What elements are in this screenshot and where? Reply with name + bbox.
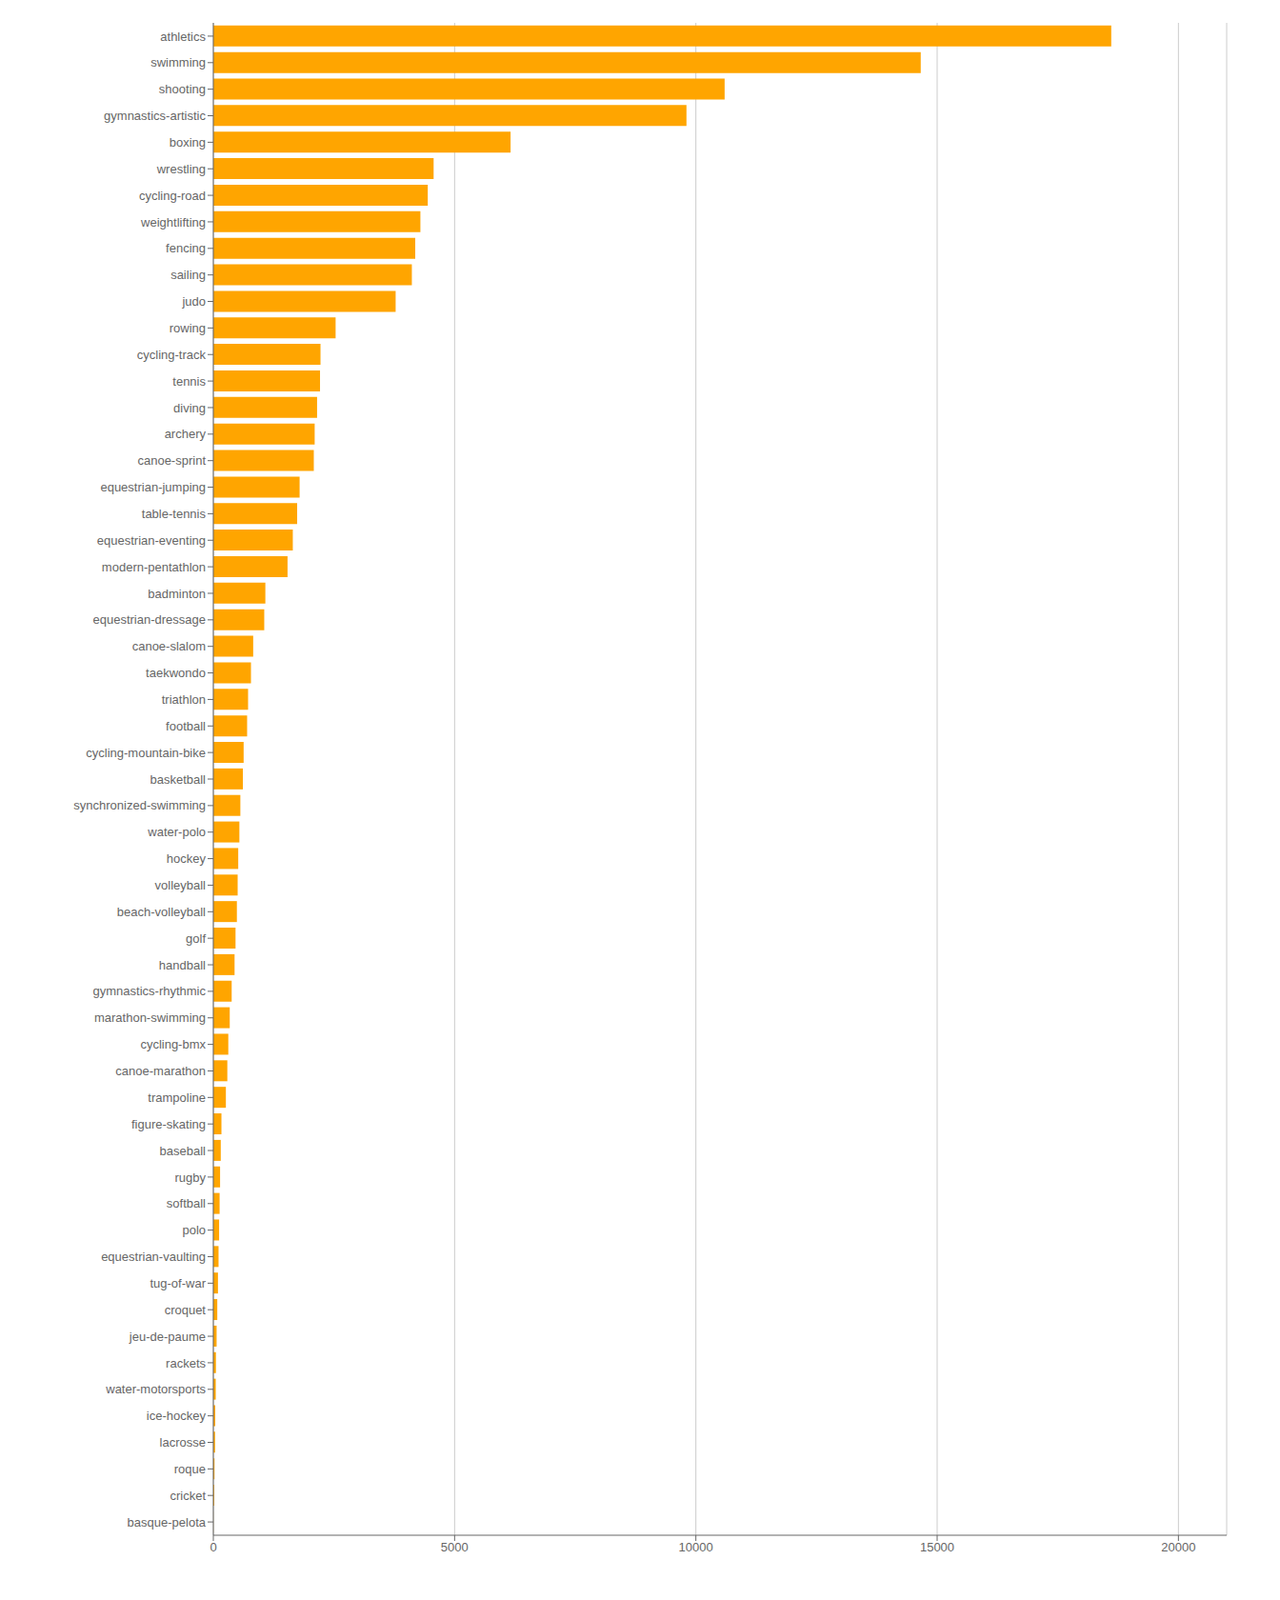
svg-text:tennis: tennis <box>172 374 206 389</box>
svg-text:15000: 15000 <box>920 1540 955 1555</box>
svg-text:boxing: boxing <box>169 135 206 150</box>
svg-text:basketball: basketball <box>149 772 206 787</box>
svg-text:equestrian-jumping: equestrian-jumping <box>100 480 206 495</box>
svg-text:cycling-track: cycling-track <box>137 347 207 362</box>
svg-text:volleyball: volleyball <box>155 878 207 893</box>
svg-text:water-motorsports: water-motorsports <box>104 1381 206 1397</box>
svg-text:softball: softball <box>166 1196 206 1211</box>
svg-text:trampoline: trampoline <box>147 1090 206 1105</box>
svg-text:cycling-bmx: cycling-bmx <box>140 1037 206 1052</box>
svg-text:gymnastics-rhythmic: gymnastics-rhythmic <box>93 983 207 999</box>
svg-text:taekwondo: taekwondo <box>145 665 206 680</box>
svg-text:wrestling: wrestling <box>156 161 206 177</box>
svg-text:lacrosse: lacrosse <box>160 1435 206 1450</box>
svg-text:modern-pentathlon: modern-pentathlon <box>101 560 206 575</box>
svg-text:canoe-slalom: canoe-slalom <box>132 639 206 654</box>
svg-text:equestrian-vaulting: equestrian-vaulting <box>100 1249 206 1264</box>
svg-text:triathlon: triathlon <box>161 692 206 707</box>
svg-text:badminton: badminton <box>147 586 206 601</box>
svg-text:rowing: rowing <box>169 320 206 336</box>
svg-text:cricket: cricket <box>169 1488 206 1503</box>
svg-text:figure-skating: figure-skating <box>131 1117 206 1132</box>
svg-text:swimming: swimming <box>150 55 206 70</box>
svg-text:equestrian-dressage: equestrian-dressage <box>92 612 206 627</box>
svg-text:baseball: baseball <box>160 1143 207 1159</box>
svg-text:football: football <box>165 719 206 734</box>
svg-text:jeu-de-paume: jeu-de-paume <box>128 1329 206 1344</box>
svg-text:weightlifting: weightlifting <box>140 215 206 230</box>
svg-text:rugby: rugby <box>174 1170 206 1185</box>
svg-text:archery: archery <box>164 426 207 441</box>
svg-text:0: 0 <box>209 1540 217 1555</box>
svg-text:cycling-road: cycling-road <box>139 188 206 203</box>
svg-text:hockey: hockey <box>166 851 207 866</box>
svg-text:athletics: athletics <box>160 29 206 44</box>
svg-text:sailing: sailing <box>170 267 206 282</box>
svg-text:ice-hockey: ice-hockey <box>146 1408 207 1423</box>
svg-text:diving: diving <box>173 400 206 416</box>
svg-text:croquet: croquet <box>164 1302 207 1318</box>
svg-text:gymnastics-artistic: gymnastics-artistic <box>103 108 206 123</box>
svg-text:shooting: shooting <box>159 81 206 97</box>
svg-text:roque: roque <box>174 1461 206 1477</box>
svg-text:canoe-sprint: canoe-sprint <box>137 453 206 468</box>
svg-text:golf: golf <box>185 931 206 946</box>
svg-text:beach-volleyball: beach-volleyball <box>117 904 206 920</box>
svg-text:marathon-swimming: marathon-swimming <box>94 1010 206 1025</box>
svg-text:10000: 10000 <box>679 1540 714 1555</box>
svg-text:20000: 20000 <box>1160 1540 1196 1555</box>
svg-text:basque-pelota: basque-pelota <box>127 1515 207 1530</box>
svg-text:judo: judo <box>180 294 206 309</box>
svg-text:handball: handball <box>159 958 206 973</box>
svg-text:table-tennis: table-tennis <box>141 506 207 521</box>
svg-text:rackets: rackets <box>165 1356 206 1371</box>
svg-text:fencing: fencing <box>165 240 206 256</box>
svg-text:canoe-marathon: canoe-marathon <box>115 1063 206 1079</box>
svg-text:polo: polo <box>181 1222 206 1238</box>
svg-text:equestrian-eventing: equestrian-eventing <box>97 533 206 548</box>
svg-text:tug-of-war: tug-of-war <box>149 1276 206 1291</box>
svg-text:cycling-mountain-bike: cycling-mountain-bike <box>85 745 206 760</box>
svg-text:5000: 5000 <box>440 1540 469 1555</box>
svg-text:water-polo: water-polo <box>146 824 206 840</box>
svg-text:synchronized-swimming: synchronized-swimming <box>73 798 206 813</box>
